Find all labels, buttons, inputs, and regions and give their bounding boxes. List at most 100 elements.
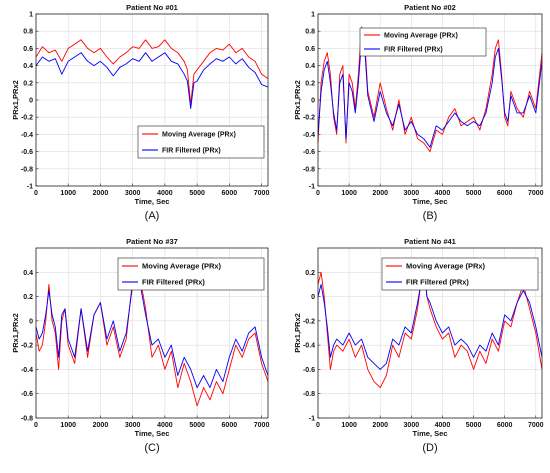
- y-tick-label: -0.8: [21, 166, 33, 173]
- x-tick-label: 6000: [222, 422, 238, 429]
- legend: Moving Average (PRx) FIR Filtered (PRx): [137, 125, 265, 159]
- legend: Moving Average (PRx) FIR Filtered (PRx): [359, 27, 487, 57]
- y-tick-label: -0.6: [21, 391, 33, 398]
- x-tick-label: 2000: [372, 190, 388, 197]
- plot-frame: [35, 247, 269, 419]
- y-tick-label: 0.2: [23, 294, 33, 301]
- x-tick-label: 1000: [341, 190, 357, 197]
- legend-entry: Moving Average (PRx): [162, 132, 236, 139]
- chart-title: Patient No #37: [126, 237, 178, 246]
- legend-entry: FIR Filtered (PRx): [142, 278, 205, 287]
- panel-label: (B): [423, 210, 438, 222]
- x-tick-label: 6000: [497, 422, 513, 429]
- y-tick-label: 0.4: [23, 63, 33, 70]
- x-tick-label: 5000: [189, 190, 205, 197]
- x-tick-label: 2000: [93, 190, 109, 197]
- y-tick-label: -0.4: [21, 367, 33, 374]
- y-tick-label: 0: [311, 98, 315, 105]
- series-line-2: [35, 52, 269, 110]
- x-tick-label: 1000: [60, 422, 76, 429]
- y-tick-label: 0.2: [305, 270, 315, 277]
- legend-entry: Moving Average (PRx): [384, 33, 458, 40]
- plot-frame: [317, 13, 543, 187]
- y-axis-label: PRx1,PRx2: [11, 80, 20, 120]
- x-axis-label: Time, Sec: [413, 429, 448, 438]
- x-tick-label: 4000: [435, 422, 451, 429]
- y-tick-label: 0.4: [305, 63, 315, 70]
- panel-label: (D): [422, 442, 437, 454]
- y-axis-label: PRx1,PRx2: [293, 80, 302, 120]
- x-tick-label: 3000: [404, 190, 420, 197]
- y-tick-label: -0.4: [21, 132, 33, 139]
- x-tick-label: 5000: [189, 422, 205, 429]
- y-tick-label: -0.6: [303, 367, 315, 374]
- y-tick-label: 0.2: [23, 80, 33, 87]
- legend-entry: FIR Filtered (PRx): [406, 278, 469, 287]
- y-tick-label: 0.8: [23, 29, 33, 36]
- x-tick-label: 7000: [528, 422, 544, 429]
- y-tick-label: -0.2: [21, 343, 33, 350]
- y-tick-label: -0.2: [303, 318, 315, 325]
- plot-frame: [35, 13, 269, 187]
- y-axis-label: PRx1,PRx2: [293, 313, 302, 353]
- y-tick-label: -1: [309, 416, 315, 423]
- y-tick-label: -0.6: [21, 149, 33, 156]
- y-tick-label: 0.2: [305, 80, 315, 87]
- y-tick-label: 0.6: [23, 46, 33, 53]
- y-tick-label: -0.8: [303, 391, 315, 398]
- chart-panel-2: 0 1000 2000 3000 4000 5000 6000 7000 -1 -0.8 -0.6 -…: [293, 3, 544, 222]
- series-line-1: [35, 39, 269, 105]
- y-tick-label: 0: [29, 98, 33, 105]
- chart-panel-3: 0 1000 2000 3000 4000 5000 6000 7000 -0.8 -0.6 -0.…: [11, 237, 269, 454]
- x-tick-label: 1000: [60, 190, 76, 197]
- legend-entry: FIR Filtered (PRx): [384, 47, 443, 54]
- panel-label: (A): [145, 210, 160, 222]
- x-tick-label: 4000: [157, 190, 173, 197]
- legend-box: [137, 125, 265, 159]
- legend: Moving Average (PRx) FIR Filtered (PRx): [117, 257, 265, 291]
- plot-frame: [317, 247, 543, 419]
- x-tick-label: 2000: [93, 422, 109, 429]
- x-tick-label: 0: [316, 190, 320, 197]
- chart-title: Patient No #02: [404, 3, 456, 12]
- chart-title: Patient No #01: [126, 3, 178, 12]
- legend-box: [381, 257, 539, 291]
- x-tick-label: 4000: [157, 422, 173, 429]
- y-tick-label: 0: [29, 318, 33, 325]
- y-tick-label: 0.4: [23, 270, 33, 277]
- x-tick-label: 6000: [497, 190, 513, 197]
- y-tick-label: 0.8: [305, 29, 315, 36]
- y-tick-label: -0.4: [303, 343, 315, 350]
- x-axis-label: Time, Sec: [413, 197, 448, 206]
- x-tick-label: 0: [34, 422, 38, 429]
- y-tick-label: 0.6: [305, 46, 315, 53]
- y-tick-label: -0.8: [21, 416, 33, 423]
- legend-entry: FIR Filtered (PRx): [162, 148, 221, 155]
- legend-box: [117, 257, 265, 291]
- panel-label: (C): [144, 442, 159, 454]
- y-tick-label: -0.2: [21, 115, 33, 122]
- x-tick-label: 0: [316, 422, 320, 429]
- y-axis-label: PRx1,PRx2: [11, 313, 20, 353]
- y-tick-label: -0.6: [303, 149, 315, 156]
- x-tick-label: 7000: [254, 422, 270, 429]
- x-axis-label: Time, Sec: [135, 429, 170, 438]
- legend-entry: Moving Average (PRx): [142, 262, 222, 271]
- x-tick-label: 0: [34, 190, 38, 197]
- x-tick-label: 4000: [435, 190, 451, 197]
- x-tick-label: 7000: [528, 190, 544, 197]
- chart-title: Patient No #41: [404, 237, 456, 246]
- x-tick-label: 3000: [404, 422, 420, 429]
- legend: Moving Average (PRx) FIR Filtered (PRx): [381, 257, 539, 291]
- y-tick-label: -1: [309, 184, 315, 191]
- x-tick-label: 2000: [372, 422, 388, 429]
- x-axis-label: Time, Sec: [135, 197, 170, 206]
- y-tick-label: 0: [311, 294, 315, 301]
- y-tick-label: -0.8: [303, 166, 315, 173]
- chart-panel-4: 0 1000 2000 3000 4000 5000 6000 7000 -1 -0.8 -0.6 -…: [293, 237, 544, 454]
- x-tick-label: 5000: [466, 190, 482, 197]
- x-tick-label: 3000: [125, 190, 141, 197]
- y-tick-label: -0.4: [303, 132, 315, 139]
- y-tick-label: 1: [29, 12, 33, 19]
- y-tick-label: 1: [311, 12, 315, 19]
